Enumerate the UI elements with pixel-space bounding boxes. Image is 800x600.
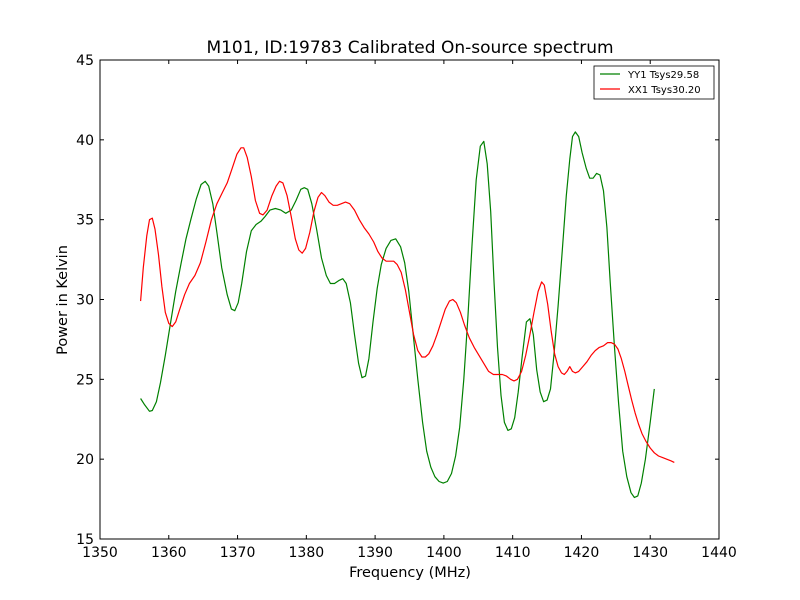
legend: YY1 Tsys29.58 XX1 Tsys30.20 bbox=[593, 65, 715, 100]
x-tick-label: 1360 bbox=[151, 545, 187, 561]
series-line-2 bbox=[140, 147, 675, 463]
x-axis-label: Frequency (MHz) bbox=[349, 565, 471, 581]
y-tick-label: 25 bbox=[76, 372, 94, 388]
x-tick-label: 1390 bbox=[357, 545, 393, 561]
x-tick-label: 1350 bbox=[82, 545, 118, 561]
y-tick-label: 15 bbox=[76, 532, 94, 548]
y-tick-label: 30 bbox=[76, 293, 94, 309]
plot-area: 1350 1360 1370 1380 1390 1400 1410 1420 1430 1440… bbox=[76, 53, 737, 561]
x-tick-label: 1420 bbox=[564, 545, 600, 561]
x-tick-label: 1410 bbox=[495, 545, 531, 561]
legend-entry-1: YY1 Tsys29.58 bbox=[627, 70, 699, 81]
y-tick-label: 35 bbox=[76, 213, 94, 229]
y-tick-label: 40 bbox=[76, 133, 94, 149]
x-tick-label: 1430 bbox=[632, 545, 668, 561]
y-tick-label: 45 bbox=[76, 53, 94, 69]
x-tick-label: 1440 bbox=[701, 545, 737, 561]
legend-box bbox=[593, 65, 715, 100]
chart-title: M101, ID:19783 Calibrated On-source spec… bbox=[206, 38, 613, 58]
y-axis-label: Power in Kelvin bbox=[55, 245, 71, 355]
y-tick-label: 20 bbox=[76, 452, 94, 468]
legend-entry-2: XX1 Tsys30.20 bbox=[628, 85, 701, 96]
series-line-1 bbox=[140, 131, 655, 499]
x-tick-label: 1380 bbox=[289, 545, 325, 561]
x-tick-label: 1370 bbox=[220, 545, 256, 561]
x-tick-label: 1400 bbox=[426, 545, 462, 561]
